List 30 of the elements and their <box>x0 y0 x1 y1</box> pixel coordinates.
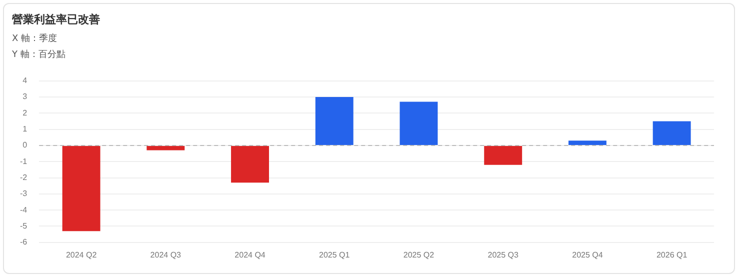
text: X 軸：季度 <box>12 32 58 45</box>
x-tick-label: 2025 Q4 <box>572 250 604 260</box>
bar <box>568 140 606 145</box>
y-tick-label: 4 <box>22 76 28 86</box>
x-tick-label: 2024 Q2 <box>66 250 98 260</box>
bar <box>62 146 100 232</box>
chart-title: 營業利益率已改善 <box>12 12 100 27</box>
x-tick-label: 2026 Q1 <box>656 250 688 260</box>
y-tick-label: 2 <box>22 108 28 118</box>
y-tick-label: -5 <box>20 221 28 230</box>
y-tick-label: 3 <box>22 92 28 102</box>
y-tick-label: -2 <box>20 172 28 182</box>
bar <box>484 146 522 165</box>
y-tick-label: 1 <box>22 124 28 134</box>
bar <box>652 121 691 145</box>
y-tick-label: -3 <box>20 189 28 198</box>
x-tick-label: 2025 Q3 <box>488 250 519 260</box>
bar <box>146 146 185 150</box>
x-tick-label: 2025 Q1 <box>319 250 350 260</box>
y-tick-label: -6 <box>20 238 28 247</box>
x-tick-label: 2024 Q3 <box>150 250 182 260</box>
bar <box>400 102 438 145</box>
x-tick-label: 2024 Q4 <box>234 250 266 260</box>
bar <box>231 146 269 183</box>
x-tick-label: 2025 Q2 <box>403 250 435 260</box>
bar <box>315 96 354 145</box>
y-tick-label: -1 <box>20 156 28 166</box>
y-tick-label: 0 <box>22 140 28 150</box>
y-tick-label: -4 <box>20 205 28 214</box>
text: Y 軸：百分點 <box>12 48 66 61</box>
